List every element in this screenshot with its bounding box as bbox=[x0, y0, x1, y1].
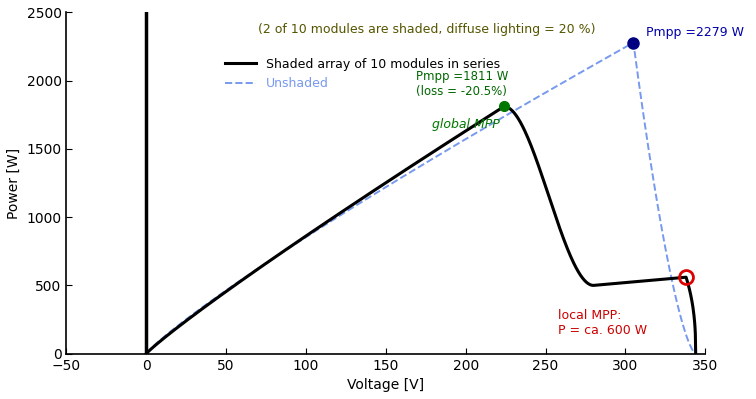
Text: local MPP:
P = ca. 600 W: local MPP: P = ca. 600 W bbox=[559, 308, 647, 337]
Text: global MPP: global MPP bbox=[432, 119, 500, 131]
Text: Pmpp =2279 W: Pmpp =2279 W bbox=[646, 26, 744, 39]
Text: Pmpp =1811 W
(loss = -20.5%): Pmpp =1811 W (loss = -20.5%) bbox=[417, 70, 509, 98]
Text: (2 of 10 modules are shaded, diffuse lighting = 20 %): (2 of 10 modules are shaded, diffuse lig… bbox=[258, 23, 596, 36]
Y-axis label: Power [W]: Power [W] bbox=[7, 148, 21, 219]
X-axis label: Voltage [V]: Voltage [V] bbox=[347, 378, 424, 392]
Legend: Shaded array of 10 modules in series, Unshaded: Shaded array of 10 modules in series, Un… bbox=[220, 53, 505, 95]
